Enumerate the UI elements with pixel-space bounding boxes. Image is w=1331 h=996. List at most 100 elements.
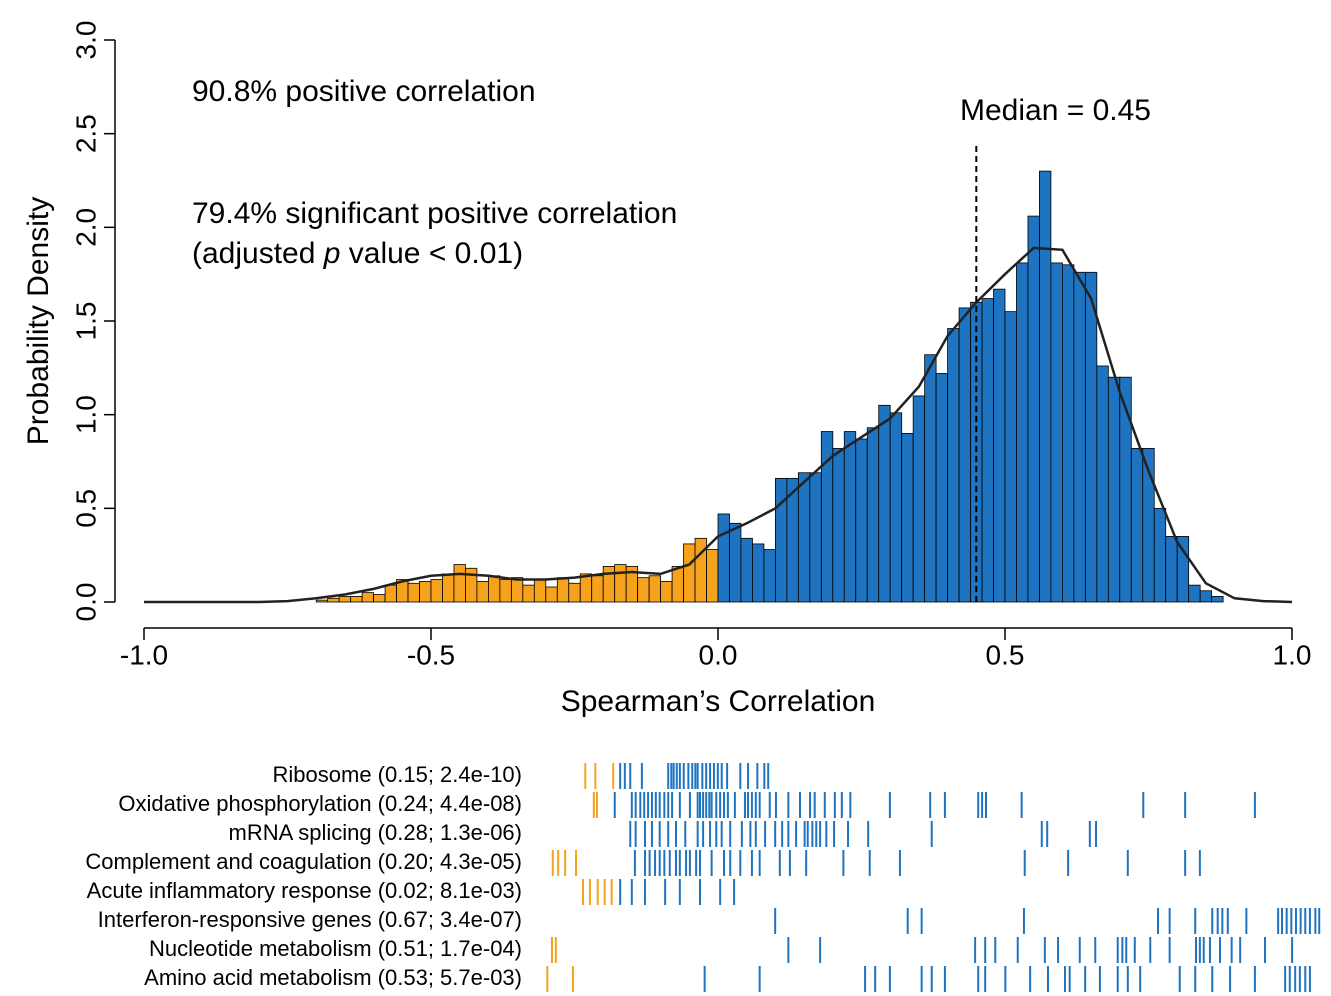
row-label: Nucleotide metabolism (0.51; 1.7e-04) — [149, 936, 522, 961]
histogram-bar — [384, 584, 397, 603]
histogram-bar — [614, 564, 627, 603]
histogram-bar — [556, 577, 570, 603]
x-tick-label: 0.0 — [699, 639, 738, 670]
x-tick-label: 0.5 — [986, 639, 1025, 670]
histogram-bar — [1153, 507, 1167, 603]
histogram-bar — [1039, 170, 1052, 603]
histogram-bar — [683, 543, 696, 603]
histogram-bar — [1199, 590, 1213, 603]
histogram-bar — [1084, 271, 1098, 603]
histogram-bar — [797, 472, 811, 603]
histogram-bar — [419, 580, 432, 603]
histogram-bar — [361, 592, 374, 603]
density-curve — [144, 246, 1293, 604]
histogram-bar — [338, 595, 352, 603]
histogram-bar — [924, 354, 937, 603]
histogram-bar — [809, 472, 822, 603]
histogram-bar — [1130, 447, 1144, 603]
y-tick-label: 1.5 — [70, 302, 101, 341]
median-label: Median = 0.45 — [960, 94, 1151, 127]
histogram-bar — [1016, 262, 1029, 603]
histogram-bar — [1050, 262, 1063, 603]
histogram-bar — [878, 404, 891, 603]
histogram-bar — [568, 582, 581, 603]
histogram-bar — [717, 513, 730, 603]
histogram-bar — [591, 575, 604, 603]
histogram-bar — [843, 431, 857, 603]
y-tick-label: 2.5 — [70, 114, 101, 153]
y-axis-label: Probability Density — [22, 197, 55, 445]
histogram-bar — [660, 580, 673, 603]
x-tick-label: 1.0 — [1273, 639, 1312, 670]
histogram-bar — [453, 564, 466, 603]
y-tick-label: 2.0 — [70, 208, 101, 247]
histogram-bar — [729, 522, 742, 603]
histogram-bar — [579, 573, 593, 603]
annotation-part: 79.4% significant positive correlation — [192, 197, 677, 230]
histogram-bar — [487, 575, 501, 603]
row-label: Interferon-responsive genes (0.67; 3.4e-… — [98, 907, 522, 932]
x-axis-label: Spearman’s Correlation — [561, 685, 876, 718]
annotation: 79.4% significant positive correlation — [192, 197, 677, 230]
row-label: Acute inflammatory response (0.02; 8.1e-… — [87, 878, 522, 903]
row-label: Oxidative phosphorylation (0.24; 4.4e-08… — [118, 791, 522, 816]
histogram-bar — [1004, 311, 1017, 603]
histogram-bar — [706, 549, 719, 603]
histogram-bar — [671, 566, 684, 603]
histogram-bar — [602, 566, 616, 603]
x-tick-label: -0.5 — [407, 639, 455, 670]
x-tick-label: -1.0 — [120, 639, 168, 670]
row-label: Ribosome (0.15; 2.4e-10) — [273, 762, 522, 787]
histogram-bar — [1188, 584, 1201, 603]
annotation: (adjusted p value < 0.01) — [192, 237, 523, 270]
histogram-bar — [407, 582, 420, 603]
annotation-part: 90.8% positive correlation — [192, 75, 536, 108]
histogram-bar — [901, 432, 914, 603]
histogram-bar — [981, 298, 994, 603]
histogram-bar — [315, 599, 329, 603]
histogram-bar — [1062, 264, 1075, 603]
histogram-bar — [327, 597, 340, 603]
histogram-bar — [740, 537, 753, 603]
histogram-bar — [510, 577, 524, 603]
histogram-bar — [763, 549, 776, 603]
histogram-bar — [958, 307, 971, 603]
histogram-bar — [1211, 595, 1224, 603]
histogram-bar — [522, 584, 535, 603]
histogram-bar — [533, 579, 547, 603]
histogram-bar — [1073, 271, 1086, 603]
histogram-bar — [947, 328, 960, 603]
histogram-bar — [832, 447, 845, 603]
histogram-bar — [350, 595, 363, 603]
histogram-bar — [373, 594, 386, 603]
annotation-part: p — [323, 237, 341, 270]
histogram-bar — [889, 412, 903, 603]
y-tick-label: 1.0 — [70, 395, 101, 434]
histogram-bar — [1165, 536, 1178, 603]
histogram-bar — [1176, 536, 1190, 603]
histogram-bar — [499, 579, 512, 603]
annotation: 90.8% positive correlation — [192, 75, 536, 108]
histogram-bar — [912, 395, 926, 603]
histogram-bar — [1027, 215, 1040, 603]
annotation-part: value < 0.01) — [340, 237, 523, 270]
histogram-bar — [442, 573, 455, 603]
histogram-bar — [935, 373, 948, 603]
y-tick-label: 0.0 — [70, 583, 101, 622]
histogram-bar — [430, 579, 443, 603]
y-tick-label: 0.5 — [70, 489, 101, 528]
histogram-bar — [476, 580, 489, 603]
row-label: Amino acid metabolism (0.53; 5.7e-03) — [144, 965, 522, 990]
histogram-bar — [866, 427, 880, 603]
histogram-bar — [993, 288, 1006, 603]
histogram-bar — [855, 438, 868, 603]
histogram-bar — [752, 543, 765, 603]
histogram-bar — [545, 586, 558, 603]
annotation-part: (adjusted — [192, 237, 324, 270]
histogram-bar — [637, 577, 650, 603]
histogram-bar — [648, 575, 661, 603]
row-label: Complement and coagulation (0.20; 4.3e-0… — [85, 849, 522, 874]
y-tick-label: 3.0 — [70, 21, 101, 60]
row-label: mRNA splicing (0.28; 1.3e-06) — [229, 820, 522, 845]
